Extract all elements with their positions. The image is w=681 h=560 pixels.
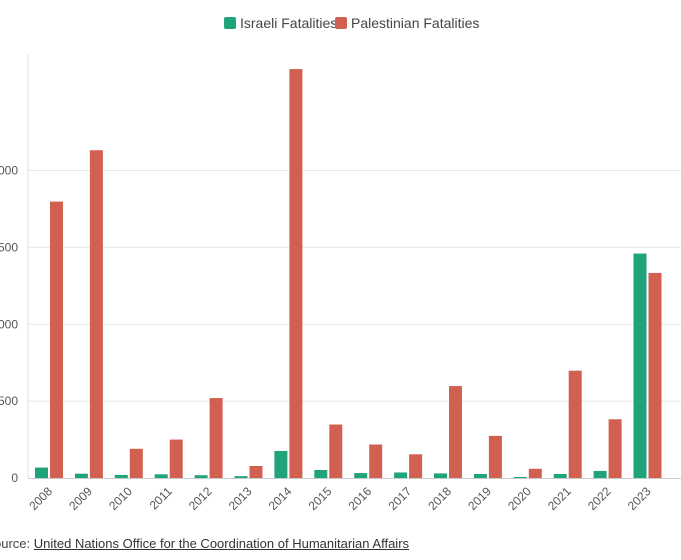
chart-gridlines	[27, 54, 681, 478]
bar-palestinian	[528, 468, 542, 478]
bar-israeli	[434, 473, 447, 478]
bar-israeli	[154, 474, 168, 478]
bar-israeli	[194, 475, 208, 478]
bar-israeli	[35, 467, 48, 478]
y-tick-label: 1,000	[0, 317, 18, 331]
x-axis-ticks: 2008 2009 2010 2011 2012 2013 2014 2015 2016 2017…	[26, 484, 654, 513]
x-tick-label: 2019	[465, 484, 494, 513]
bar-palestinian	[89, 150, 103, 478]
x-tick-label: 2014	[266, 484, 295, 513]
y-tick-label: 500	[0, 394, 18, 408]
bar-palestinian	[648, 272, 662, 478]
bar-israeli	[553, 474, 567, 478]
bar-palestinian	[409, 454, 423, 478]
y-axis-ticks: 0 500 1,000 1,500 2,000	[0, 164, 18, 485]
chart-legend: Israeli Fatalities Palestinian Fatalities	[224, 15, 479, 31]
x-tick-label: 2013	[226, 484, 255, 513]
bar-israeli	[274, 450, 288, 478]
x-tick-label: 2018	[425, 484, 454, 513]
x-tick-label: 2017	[385, 484, 414, 513]
x-tick-label: 2022	[585, 484, 614, 513]
bar-palestinian	[449, 386, 462, 478]
bar-israeli	[314, 470, 328, 478]
bar-israeli	[633, 253, 647, 478]
x-tick-label: 2011	[147, 484, 175, 512]
bar-palestinian	[329, 424, 343, 478]
source-prefix: ource:	[0, 536, 31, 551]
legend-swatch-1	[335, 17, 347, 29]
chart-bars	[35, 69, 662, 479]
bar-palestinian	[169, 439, 183, 478]
y-tick-label: 0	[11, 471, 18, 485]
x-tick-label: 2012	[186, 484, 215, 513]
y-tick-label: 1,500	[0, 240, 18, 254]
bar-palestinian	[369, 444, 383, 478]
bar-israeli	[114, 474, 128, 478]
x-tick-label: 2020	[505, 484, 534, 513]
x-tick-label: 2016	[346, 484, 375, 513]
bar-palestinian	[249, 466, 263, 478]
bar-israeli	[74, 473, 88, 478]
x-tick-label: 2021	[545, 484, 574, 513]
x-tick-label: 2008	[26, 484, 55, 513]
legend-label-1: Palestinian Fatalities	[351, 15, 479, 31]
legend-label-0: Israeli Fatalities	[240, 15, 337, 31]
bar-israeli	[513, 477, 527, 478]
bar-palestinian	[50, 201, 63, 478]
source-link[interactable]: United Nations Office for the Coordinati…	[33, 536, 410, 551]
y-tick-label: 2,000	[0, 164, 18, 178]
bar-palestinian	[129, 448, 143, 478]
x-tick-label: 2010	[106, 484, 135, 513]
bar-israeli	[394, 472, 408, 478]
legend-swatch-0	[224, 17, 236, 29]
bar-palestinian	[608, 419, 622, 478]
bar-israeli	[234, 476, 248, 478]
x-tick-label: 2009	[66, 484, 95, 513]
source-note: ource: United Nations Office for the Coo…	[0, 536, 409, 551]
bar-palestinian	[488, 435, 502, 478]
bar-israeli	[593, 470, 607, 478]
bar-palestinian	[209, 398, 223, 478]
bar-palestinian	[568, 370, 582, 478]
bar-israeli	[473, 474, 487, 478]
bar-israeli	[354, 473, 368, 478]
x-tick-label: 2023	[625, 484, 654, 513]
x-tick-label: 2015	[306, 484, 335, 513]
bar-palestinian	[289, 69, 303, 479]
